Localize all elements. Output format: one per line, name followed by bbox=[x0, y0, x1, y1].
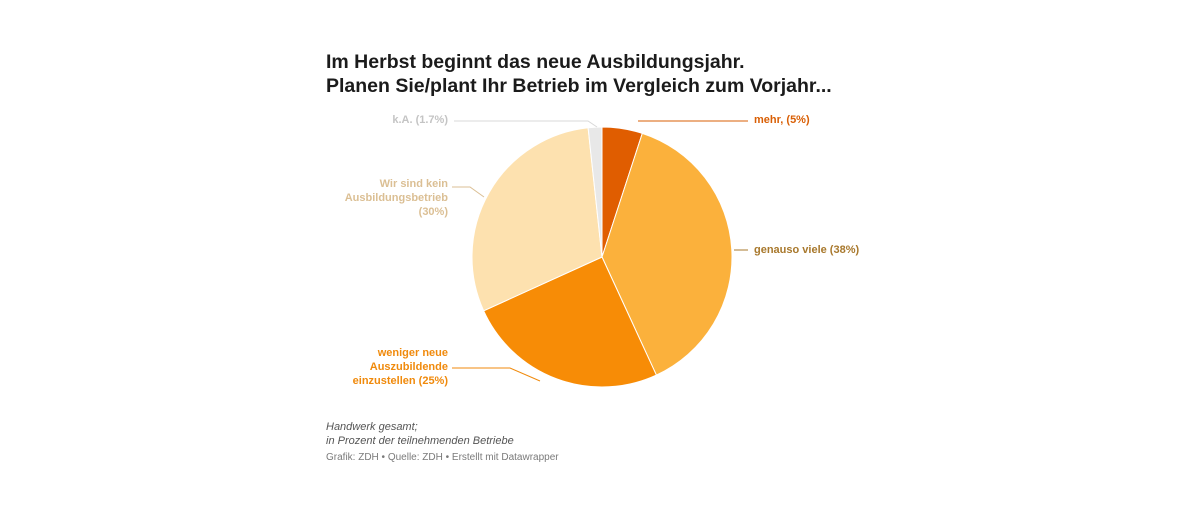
slice-label-line: Ausbildungsbetrieb bbox=[344, 192, 448, 204]
slice-label: Wir sind kein Ausbildungsbetrieb (30%) bbox=[345, 177, 448, 219]
slice-label: k.A. (1.7%) bbox=[392, 113, 448, 127]
slice-label-line: mehr, (5%) bbox=[754, 114, 810, 126]
pie-slice bbox=[483, 256, 658, 388]
chart-credits: Grafik: ZDH • Quelle: ZDH • Erstellt mit… bbox=[326, 452, 559, 463]
slice-label: genauso viele (38%) bbox=[754, 243, 859, 257]
slice-label-line: Wir sind kein bbox=[379, 178, 448, 190]
chart-note-line-1: Handwerk gesamt; bbox=[326, 421, 418, 433]
leader-line bbox=[452, 186, 485, 198]
pie-slice bbox=[471, 127, 603, 312]
chart-note: Handwerk gesamt; in Prozent der teilnehm… bbox=[326, 420, 514, 448]
chart-title: Im Herbst beginnt das neue Ausbildungsja… bbox=[326, 50, 832, 98]
slice-label: mehr, (5%) bbox=[754, 113, 810, 127]
slice-label-line: Auszubildende bbox=[369, 361, 448, 373]
leader-line bbox=[454, 120, 598, 128]
pie-slice bbox=[601, 132, 733, 376]
leader-line bbox=[452, 367, 541, 382]
slice-label-line: weniger neue bbox=[377, 347, 448, 359]
chart-note-line-2: in Prozent der teilnehmenden Betriebe bbox=[326, 435, 514, 447]
slice-label-line: k.A. (1.7%) bbox=[392, 114, 448, 126]
chart-title-line-1: Im Herbst beginnt das neue Ausbildungsja… bbox=[326, 51, 745, 73]
slice-label-line: (30%) bbox=[418, 206, 448, 218]
slice-label: weniger neue Auszubildende einzustellen (2… bbox=[353, 346, 448, 388]
chart-title-line-2: Planen Sie/plant Ihr Betrieb im Vergleic… bbox=[326, 75, 832, 97]
pie-slice bbox=[587, 126, 603, 258]
slice-label-line: genauso viele (38%) bbox=[754, 244, 860, 256]
slice-label-line: einzustellen (25%) bbox=[352, 375, 448, 387]
